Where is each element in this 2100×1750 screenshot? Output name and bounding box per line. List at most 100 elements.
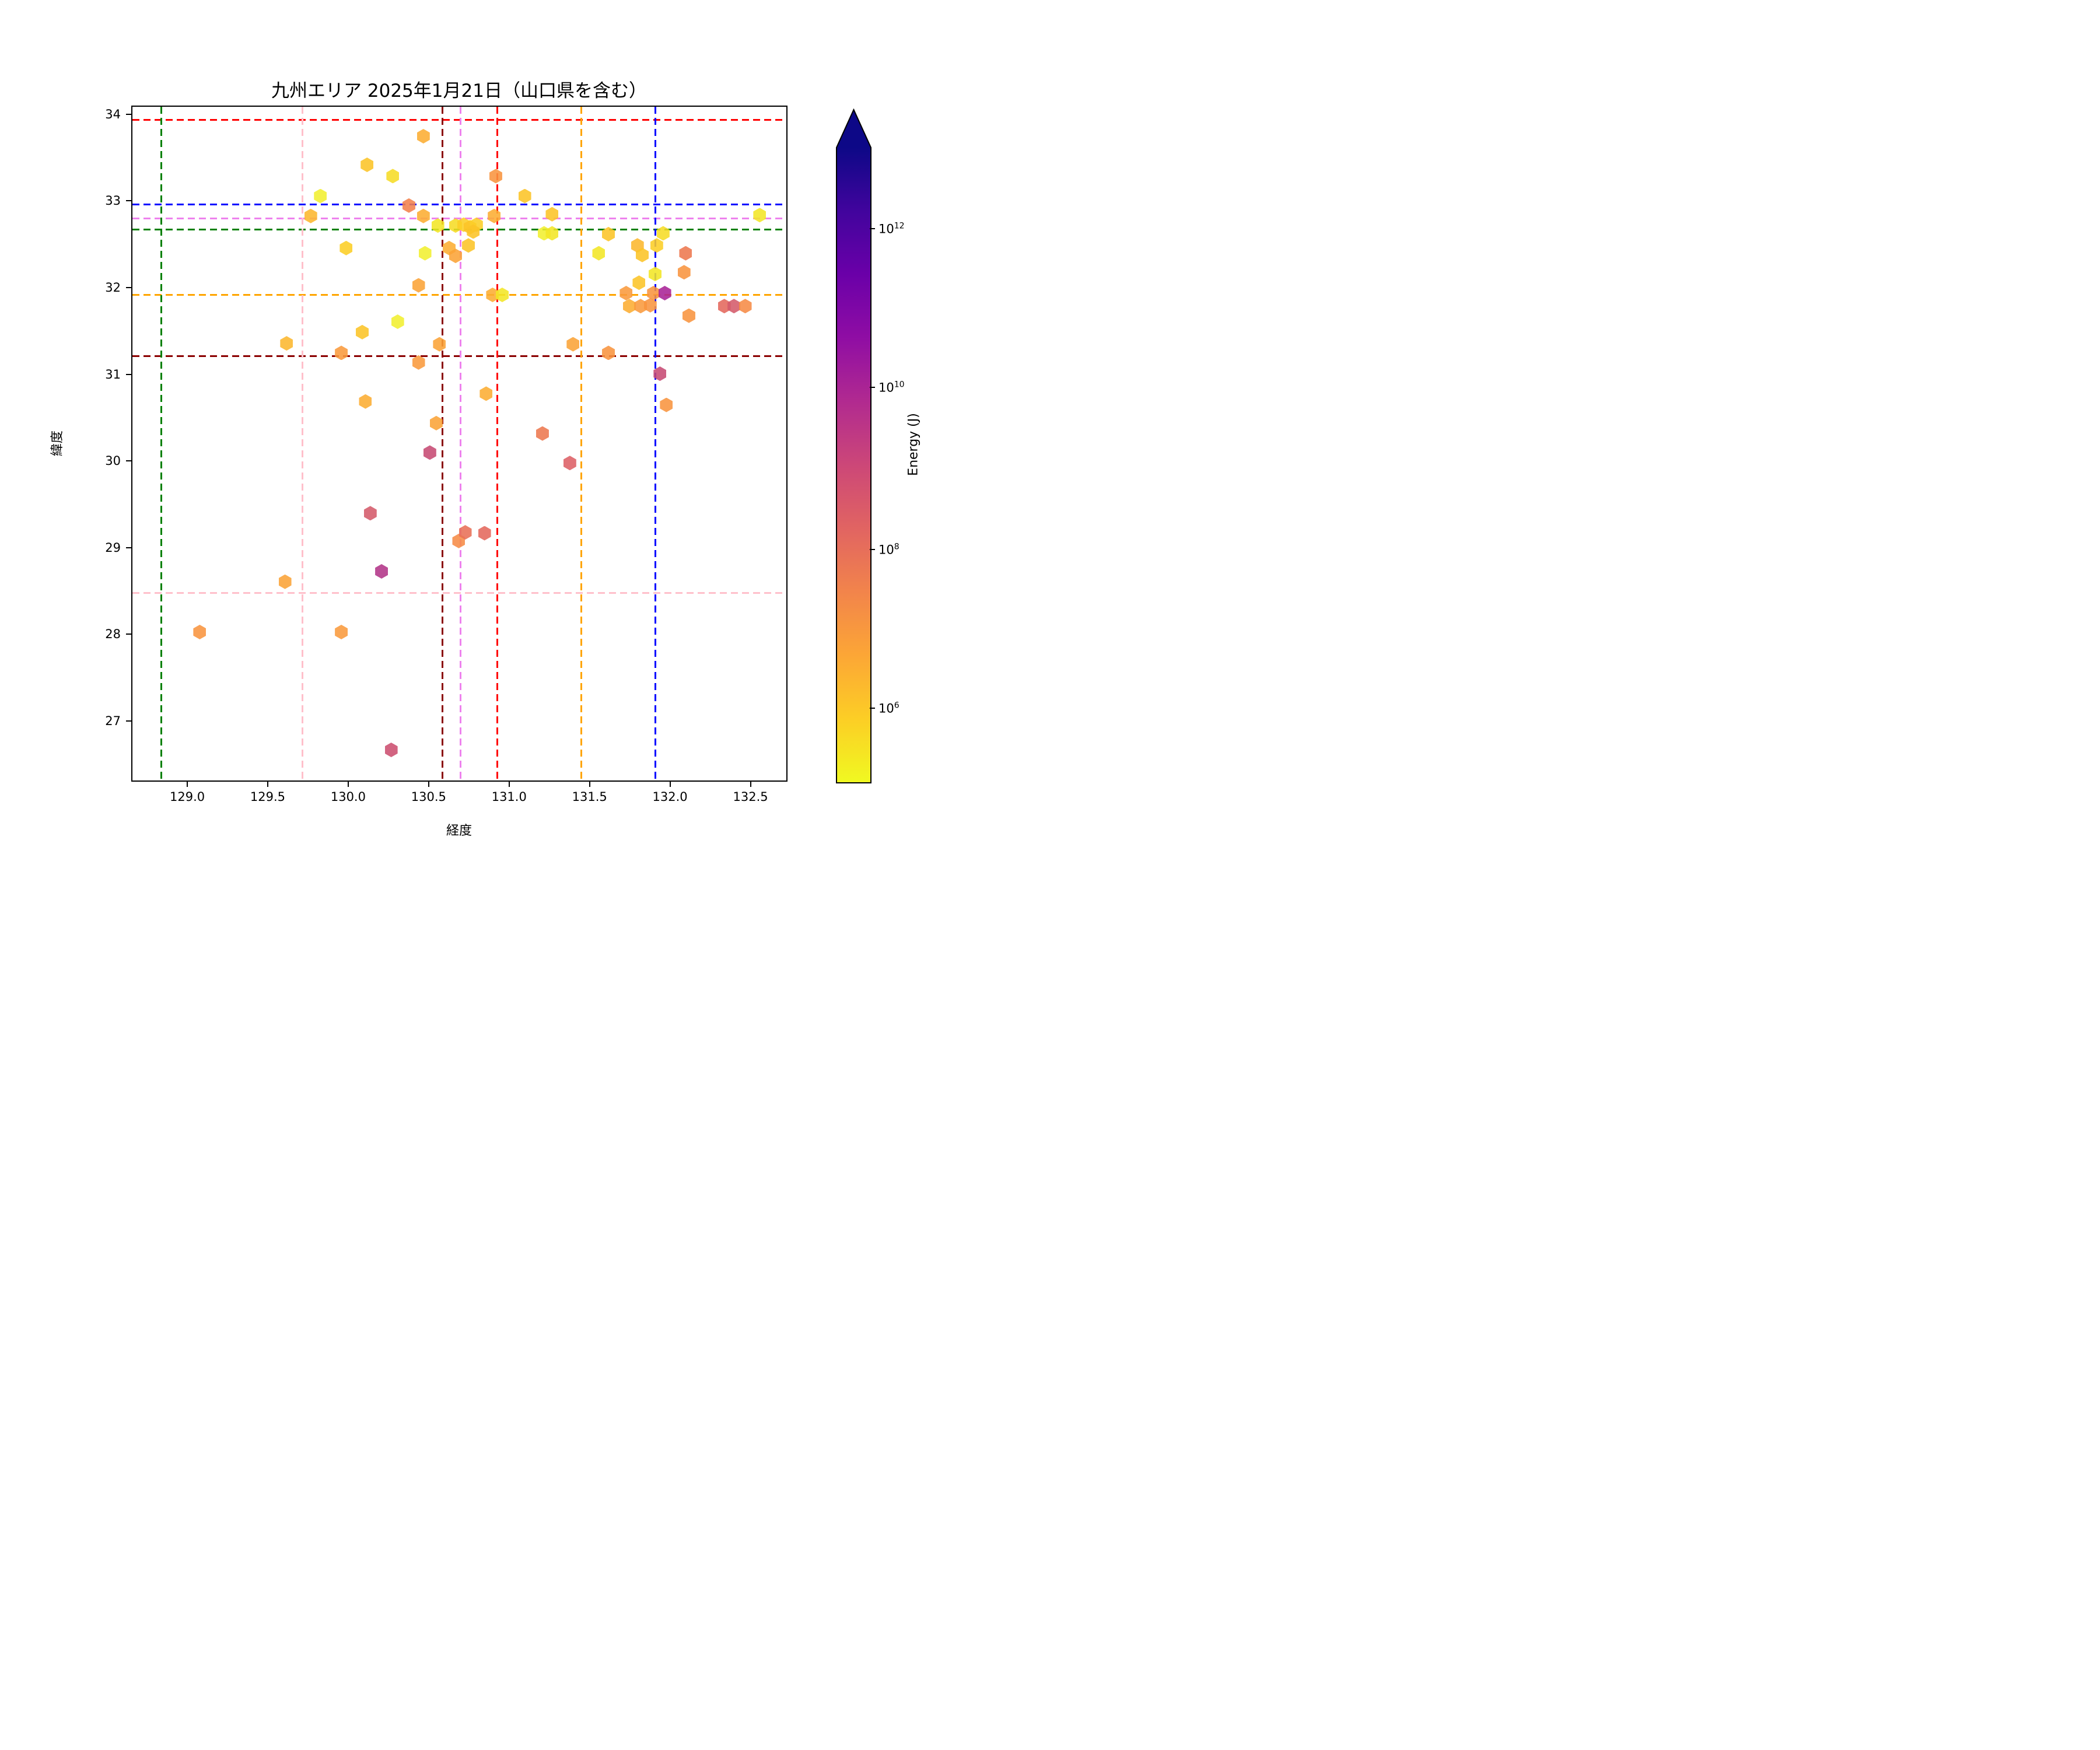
data-point-hexagon: [480, 386, 493, 401]
plot-area: [131, 106, 788, 782]
hline-red: [132, 118, 786, 121]
vline-pink: [302, 107, 304, 780]
data-point-hexagon: [304, 208, 317, 223]
x-tick-mark: [347, 782, 349, 787]
data-point-hexagon: [467, 224, 480, 239]
data-point-hexagon: [335, 345, 348, 360]
x-tick-mark: [267, 782, 268, 787]
y-tick-mark: [125, 200, 131, 202]
colorbar: [836, 108, 872, 783]
data-point-hexagon: [431, 218, 444, 233]
data-point-hexagon: [489, 169, 502, 184]
data-point-hexagon: [391, 314, 404, 329]
data-point-hexagon: [677, 265, 691, 280]
data-point-hexagon: [545, 226, 559, 241]
data-point-hexagon: [433, 337, 446, 352]
x-tick-label: 132.0: [652, 790, 688, 804]
data-point-hexagon: [518, 188, 531, 204]
y-tick-mark: [125, 634, 131, 635]
data-point-hexagon: [488, 208, 501, 223]
colorbar-tick-mark: [870, 387, 875, 388]
data-point-hexagon: [412, 355, 425, 370]
data-point-hexagon: [335, 624, 348, 639]
vline-blue: [654, 107, 656, 780]
x-tick-label: 129.0: [169, 790, 205, 804]
x-tick-mark: [750, 782, 751, 787]
data-point-hexagon: [423, 445, 436, 460]
y-tick-mark: [125, 547, 131, 548]
data-point-hexagon: [418, 246, 432, 261]
data-point-hexagon: [412, 278, 425, 293]
data-point-hexagon: [278, 574, 292, 589]
y-tick-label: 29: [105, 540, 121, 555]
data-point-hexagon: [545, 206, 559, 222]
colorbar-tick-label: 106: [878, 701, 900, 716]
data-point-hexagon: [647, 285, 660, 300]
y-tick-label: 28: [105, 627, 121, 642]
colorbar-tick-mark: [870, 228, 875, 230]
x-tick-label: 131.5: [572, 790, 607, 804]
y-tick-mark: [125, 373, 131, 375]
data-point-hexagon: [384, 743, 398, 758]
y-tick-label: 31: [105, 367, 121, 382]
y-tick-label: 32: [105, 281, 121, 295]
hline-blue: [132, 204, 786, 206]
hline-orange: [132, 293, 786, 296]
data-point-hexagon: [193, 624, 206, 639]
vline-orange: [580, 107, 582, 780]
vline-red: [496, 107, 499, 780]
data-point-hexagon: [402, 198, 415, 213]
data-point-hexagon: [355, 324, 369, 340]
data-point-hexagon: [620, 285, 633, 300]
x-tick-label: 132.5: [733, 790, 768, 804]
data-point-hexagon: [386, 169, 400, 184]
data-point-hexagon: [660, 397, 673, 412]
y-tick-label: 34: [105, 107, 121, 121]
data-point-hexagon: [416, 208, 430, 223]
x-tick-mark: [669, 782, 671, 787]
data-point-hexagon: [649, 267, 662, 282]
data-point-hexagon: [566, 337, 580, 352]
chart-title: 九州エリア 2025年1月21日（山口県を含む）: [271, 80, 647, 102]
data-point-hexagon: [449, 249, 462, 264]
y-tick-mark: [125, 720, 131, 722]
data-point-hexagon: [416, 129, 430, 144]
data-point-hexagon: [486, 287, 499, 302]
colorbar-label: Energy (J): [906, 413, 921, 476]
x-tick-label: 129.5: [250, 790, 286, 804]
data-point-hexagon: [375, 564, 388, 579]
data-point-hexagon: [314, 188, 327, 204]
colorbar-tick-label: 1010: [878, 380, 905, 395]
hline-violet: [132, 218, 786, 220]
data-point-hexagon: [459, 525, 472, 540]
y-tick-mark: [125, 113, 131, 115]
data-point-hexagon: [682, 308, 695, 323]
data-point-hexagon: [658, 285, 671, 300]
colorbar-tick-label: 108: [878, 542, 900, 557]
data-point-hexagon: [653, 366, 667, 382]
colorbar-gradient-shape: [836, 108, 872, 783]
data-point-hexagon: [727, 299, 741, 314]
x-tick-mark: [589, 782, 590, 787]
data-point-hexagon: [363, 506, 377, 521]
data-point-hexagon: [635, 247, 649, 262]
data-point-hexagon: [622, 299, 636, 314]
hline-darkred: [132, 355, 786, 358]
data-point-hexagon: [632, 275, 646, 290]
hline-pink: [132, 592, 786, 594]
colorbar-tick-mark: [870, 708, 875, 709]
figure: 九州エリア 2025年1月21日（山口県を含む） 129.0 129.5 130.0…: [0, 0, 1050, 875]
data-point-hexagon: [656, 226, 670, 241]
data-point-hexagon: [602, 345, 615, 360]
data-point-hexagon: [280, 336, 293, 351]
data-point-hexagon: [679, 246, 692, 261]
data-point-hexagon: [563, 456, 576, 471]
data-point-hexagon: [478, 526, 491, 541]
vline-green: [160, 107, 162, 780]
data-point-hexagon: [753, 208, 766, 223]
x-tick-mark: [428, 782, 429, 787]
data-point-hexagon: [462, 238, 475, 253]
data-point-hexagon: [360, 158, 374, 173]
data-point-hexagon: [643, 298, 657, 313]
data-point-hexagon: [536, 426, 549, 441]
